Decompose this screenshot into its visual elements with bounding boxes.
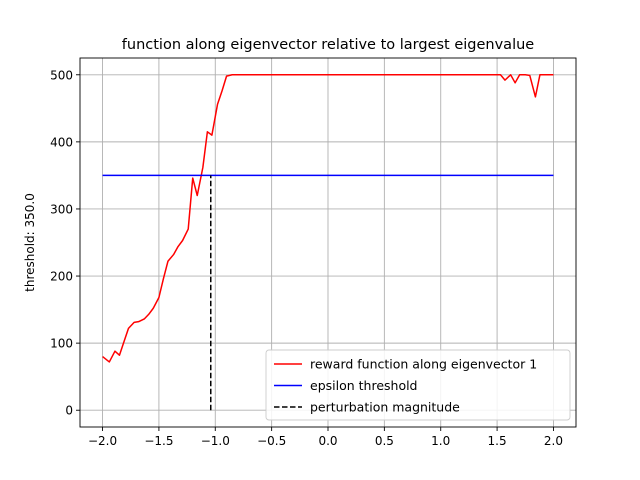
y-axis-label: threshold: 350.0: [23, 193, 37, 292]
legend-label-1: reward function along eigenvector 1: [310, 357, 537, 372]
x-tick-label: 1.5: [488, 434, 507, 448]
x-tick-label: 2.0: [544, 434, 563, 448]
x-tick-label: −1.5: [144, 434, 173, 448]
legend-label-2: epsilon threshold: [310, 378, 418, 393]
x-tick-label: −0.5: [257, 434, 286, 448]
ticks: −2.0 −1.5 −1.0 −0.5 0.0 0.5 1.0 1.5 2.0 0 100 200 30…: [50, 68, 563, 448]
legend-box: [265, 349, 571, 421]
legend-label-3: perturbation magnitude: [310, 400, 460, 415]
x-tick-label: −2.0: [88, 434, 117, 448]
y-tick-label: 200: [50, 270, 73, 284]
y-tick-label: 100: [50, 337, 73, 351]
chart-title: function along eigenvector relative to l…: [122, 37, 535, 53]
series-line-1: [102, 74, 554, 363]
legend: reward function along eigenvector 1 epsil…: [265, 349, 571, 421]
x-tick-label: 1.0: [431, 434, 450, 448]
y-tick-label: 0: [65, 404, 73, 418]
x-tick-label: 0.5: [375, 434, 394, 448]
y-tick-label: 400: [50, 135, 73, 149]
y-tick-label: 500: [50, 68, 73, 82]
y-tick-label: 300: [50, 202, 73, 216]
x-tick-label: 0.0: [318, 434, 337, 448]
x-tick-label: −1.0: [201, 434, 230, 448]
series-group: [102, 74, 554, 411]
